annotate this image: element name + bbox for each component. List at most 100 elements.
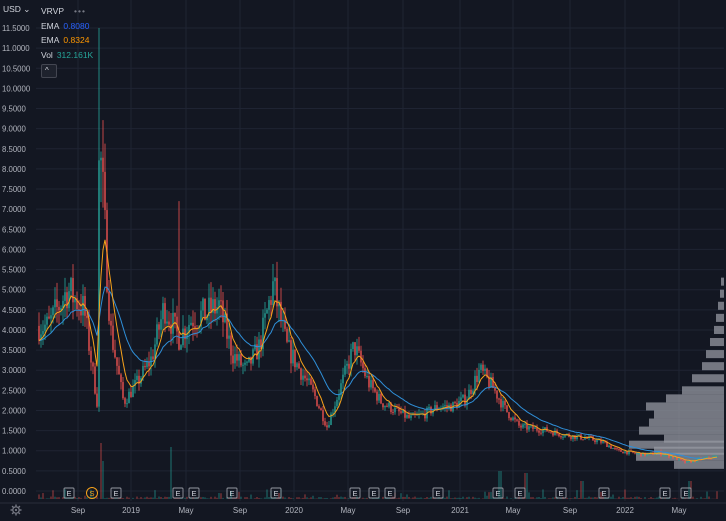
candle-body <box>268 300 270 310</box>
candle-body <box>64 292 66 301</box>
ellipsis-icon[interactable]: ••• <box>74 6 86 16</box>
time-axis[interactable]: Sep 2019 May Sep 2020 May Sep 2021 May Sep 2022 May <box>71 506 687 515</box>
volume-bar <box>222 497 224 499</box>
candle-body <box>90 350 92 363</box>
currency-select[interactable]: USD ⌄ <box>3 4 30 15</box>
candle-body <box>672 456 674 459</box>
candle-body <box>460 397 462 402</box>
candle-body <box>202 298 204 311</box>
candle-body <box>708 456 710 459</box>
legend-volume[interactable]: Vol 312.161K <box>41 48 93 63</box>
volume-profile-bar <box>720 289 724 298</box>
candle-body <box>300 368 302 380</box>
candle-body <box>42 330 44 335</box>
price-tick-label: 6.0000 <box>2 245 27 254</box>
time-tick-label: Sep <box>396 506 411 515</box>
price-tick-label: 4.0000 <box>2 326 27 335</box>
candle-body <box>594 440 596 443</box>
legend-ema-2[interactable]: EMA 0.8324 <box>41 33 93 48</box>
volume-bar <box>696 498 698 499</box>
candle-body <box>378 393 380 401</box>
price-axis[interactable]: 11.5000 11.0000 10.5000 10.0000 9.5000 9.0000… <box>2 24 31 496</box>
time-tick-label: 2022 <box>616 506 634 515</box>
candle-body <box>468 389 470 400</box>
candle-body <box>654 454 656 456</box>
volume-bar <box>260 498 262 499</box>
candle-body <box>328 425 330 428</box>
candle-body <box>152 356 154 360</box>
volume-bar <box>320 497 322 499</box>
candle-body <box>262 317 264 349</box>
volume-bar <box>152 497 154 499</box>
volume-bar <box>524 473 526 499</box>
legend-collapse-button[interactable]: ^ <box>41 64 57 78</box>
volume-profile-bar <box>721 277 724 286</box>
candle-body <box>446 405 448 407</box>
volume-bar <box>640 497 642 499</box>
candle-body <box>604 441 606 443</box>
volume-bar <box>582 481 584 499</box>
volume-bar <box>220 493 222 499</box>
candle-body <box>254 344 256 350</box>
candle-body <box>210 297 212 313</box>
candle-body <box>258 339 260 360</box>
candle-body <box>388 403 390 407</box>
volume-profile-bar <box>666 394 724 403</box>
volume-profile-bar <box>702 362 724 371</box>
volume-bar <box>312 495 314 499</box>
volume-bar <box>420 497 422 499</box>
candle-body <box>192 322 194 327</box>
candle-body <box>602 441 604 443</box>
candle-body <box>340 383 342 396</box>
candle-body <box>628 450 630 455</box>
volume-bar <box>716 491 718 499</box>
volume-bar <box>204 497 206 499</box>
candle-body <box>76 298 78 310</box>
candle-body <box>260 339 262 349</box>
volume-bar <box>638 496 640 499</box>
volume-bar <box>162 498 164 499</box>
legend-ema-1[interactable]: EMA 0.8080 <box>41 19 93 34</box>
candle-body <box>682 459 684 461</box>
candle-body <box>490 377 492 388</box>
volume-bar <box>502 497 504 499</box>
candle-body <box>496 390 498 399</box>
candle-body <box>642 452 644 456</box>
candle-body <box>296 363 298 368</box>
candle-body <box>324 421 326 426</box>
candle-body <box>562 436 564 438</box>
candle-body <box>558 433 560 437</box>
candle-body <box>364 368 366 377</box>
volume-bar <box>610 496 612 499</box>
gear-icon[interactable] <box>10 504 22 516</box>
split-marker <box>86 487 98 499</box>
volume-bar <box>446 496 448 499</box>
legend-symbol-row[interactable]: VRVP ••• <box>41 4 93 19</box>
candle-body <box>46 316 48 325</box>
volume-bar <box>672 498 674 499</box>
earnings-marker <box>110 487 122 499</box>
volume-bar <box>538 496 540 499</box>
candle-body <box>390 403 392 412</box>
candle-body <box>606 442 608 448</box>
volume-bar <box>264 497 266 499</box>
volume-bar <box>186 496 188 499</box>
volume-bar <box>614 498 616 499</box>
volume-label: Vol <box>41 49 53 60</box>
candle-body <box>146 361 148 368</box>
volume-bar <box>234 498 236 499</box>
volume-bar <box>432 497 434 499</box>
time-tick-label: May <box>505 506 520 515</box>
candle-body <box>178 331 180 350</box>
volume-profile-bar <box>692 374 724 383</box>
candle-body <box>338 395 340 400</box>
candle-body <box>228 335 230 339</box>
candle-body <box>474 375 476 391</box>
event-marker-label: E <box>662 489 667 498</box>
candle-body <box>692 460 694 463</box>
volume-bar <box>54 496 56 499</box>
volume-bar <box>532 497 534 499</box>
volume-bar <box>214 496 216 499</box>
event-marker-label: E <box>435 489 440 498</box>
